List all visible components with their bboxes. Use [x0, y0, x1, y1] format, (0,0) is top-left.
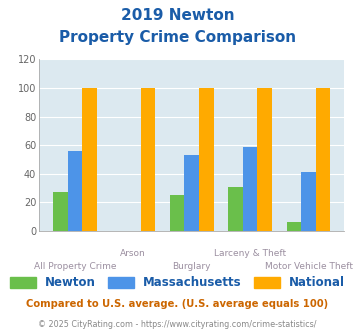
Text: © 2025 CityRating.com - https://www.cityrating.com/crime-statistics/: © 2025 CityRating.com - https://www.city… — [38, 320, 317, 329]
Bar — [286, 222, 301, 231]
Bar — [228, 187, 243, 231]
Bar — [53, 192, 67, 231]
Text: Compared to U.S. average. (U.S. average equals 100): Compared to U.S. average. (U.S. average … — [26, 299, 329, 309]
Bar — [170, 195, 184, 231]
Bar — [257, 88, 272, 231]
Bar — [82, 88, 97, 231]
Bar — [199, 88, 214, 231]
Bar — [141, 88, 155, 231]
Text: All Property Crime: All Property Crime — [34, 262, 116, 271]
Bar — [67, 151, 82, 231]
Text: 2019 Newton: 2019 Newton — [121, 8, 234, 23]
Bar — [316, 88, 331, 231]
Text: Property Crime Comparison: Property Crime Comparison — [59, 30, 296, 45]
Bar — [301, 172, 316, 231]
Bar — [243, 147, 257, 231]
Legend: Newton, Massachusetts, National: Newton, Massachusetts, National — [5, 272, 350, 294]
Text: Burglary: Burglary — [173, 262, 211, 271]
Text: Arson: Arson — [120, 249, 146, 258]
Text: Larceny & Theft: Larceny & Theft — [214, 249, 286, 258]
Bar — [184, 155, 199, 231]
Text: Motor Vehicle Theft: Motor Vehicle Theft — [264, 262, 353, 271]
